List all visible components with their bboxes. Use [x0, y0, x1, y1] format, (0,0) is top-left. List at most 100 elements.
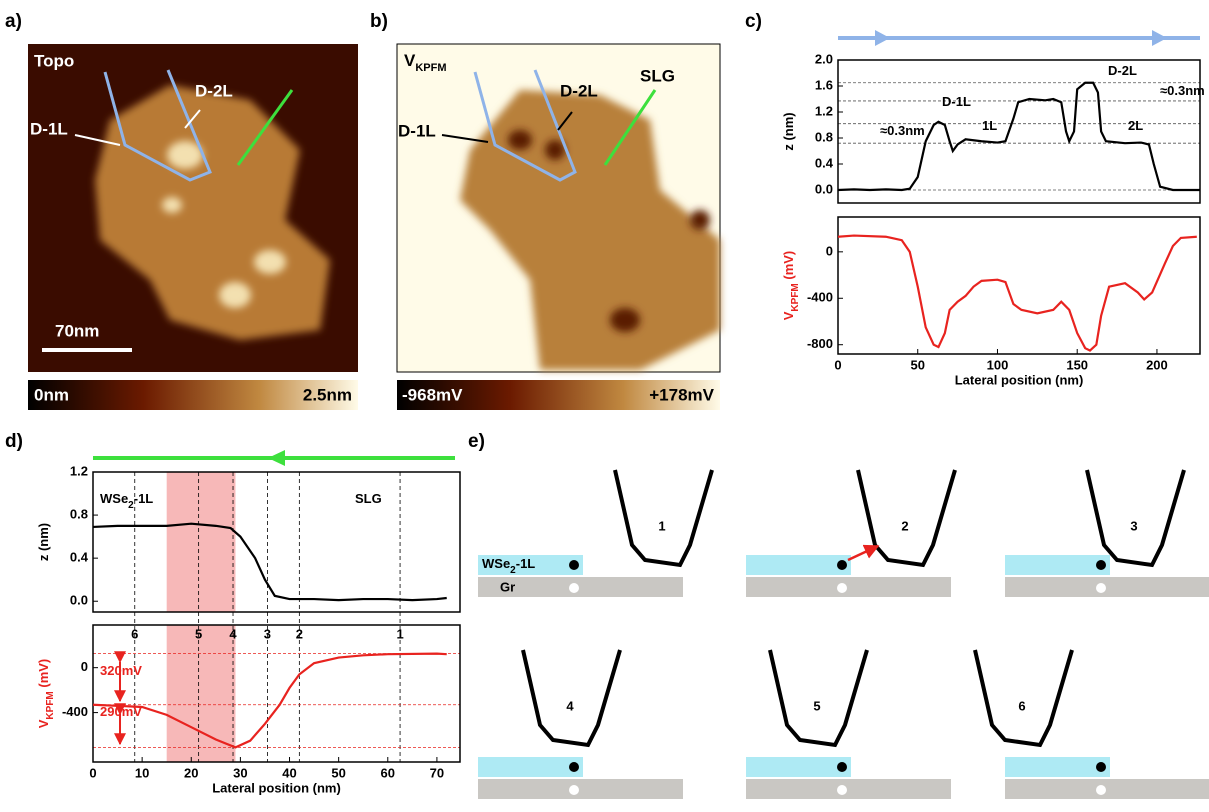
- x-tick-label: 0: [89, 765, 96, 780]
- y-axis-label: VKPFM (mV): [36, 659, 56, 729]
- panel-label: c): [745, 11, 762, 32]
- x-axis-label: Lateral position (nm): [212, 780, 341, 795]
- position-label: 2: [296, 626, 303, 641]
- y-tick-label: 0.4: [815, 155, 834, 170]
- annotation: WSe2-1L: [100, 491, 153, 511]
- position-label: 1: [396, 626, 403, 641]
- wse2-layer: [746, 757, 851, 777]
- step-label: 3: [1130, 518, 1137, 533]
- text-part: -1L: [134, 491, 154, 506]
- annotation: D-2L: [560, 81, 598, 100]
- y-tick-label: 1.2: [70, 463, 88, 478]
- x-tick-label: 20: [184, 765, 198, 780]
- annotation: D-1L: [398, 121, 436, 140]
- text-part: -1L: [516, 556, 536, 571]
- text-part: 290mV: [100, 704, 142, 719]
- x-tick-label: 150: [1066, 357, 1088, 372]
- highlight-band: [167, 625, 236, 762]
- text-part: WSe: [482, 556, 510, 571]
- charge-dot: [569, 762, 579, 772]
- step-label: 5: [813, 698, 820, 713]
- text-part: KPFM: [415, 62, 446, 74]
- x-tick-label: 50: [331, 765, 345, 780]
- image-charge: [1096, 785, 1106, 795]
- position-label: 6: [131, 626, 138, 641]
- y-axis-label: z (nm): [781, 112, 796, 150]
- text-part: z (nm): [781, 112, 796, 150]
- image-charge: [569, 583, 579, 593]
- text-part: ≈0.3nm: [1160, 83, 1205, 98]
- colorbar-min: -968mV: [402, 385, 463, 404]
- annotation: 320mV: [100, 663, 142, 678]
- panel-label: d): [5, 431, 23, 452]
- charge-dot: [1096, 762, 1106, 772]
- image-charge: [1096, 583, 1106, 593]
- text-part: SLG: [355, 491, 382, 506]
- text-part: D-2L: [1108, 63, 1137, 78]
- graphene-layer: [1005, 779, 1209, 799]
- data-line: [93, 654, 447, 748]
- y-axis-label: z (nm): [36, 523, 51, 561]
- step-label: 1: [658, 518, 665, 533]
- panel-label: b): [370, 11, 388, 32]
- step-label: 4: [566, 698, 574, 713]
- text-part: KPFM: [45, 691, 56, 719]
- y-tick-label: 0.0: [70, 593, 88, 608]
- annotation: 290mV: [100, 704, 142, 719]
- arrow-head: [268, 450, 285, 466]
- layer-label: Gr: [500, 579, 515, 594]
- charge-dot: [837, 762, 847, 772]
- position-label: 4: [229, 626, 237, 641]
- position-label: 5: [195, 626, 202, 641]
- y-tick-label: 0: [81, 659, 88, 674]
- x-tick-label: 70: [430, 765, 444, 780]
- y-tick-label: -400: [62, 704, 88, 719]
- text-part: ≈0.3nm: [880, 123, 925, 138]
- text-part: 2L: [1128, 118, 1143, 133]
- annotation: 1L: [982, 118, 997, 133]
- image-charge: [569, 785, 579, 795]
- text-part: V: [36, 719, 51, 728]
- charge-dot: [1096, 560, 1106, 570]
- text-part: 1L: [982, 118, 997, 133]
- colorbar-max: 2.5nm: [303, 385, 352, 404]
- y-tick-label: 1.6: [815, 77, 833, 92]
- image-charge: [837, 785, 847, 795]
- graphene-layer: [1005, 577, 1209, 597]
- wse2-layer: [746, 555, 851, 575]
- charge-dot: [569, 560, 579, 570]
- y-axis-label: VKPFM (mV): [781, 251, 801, 321]
- x-tick-label: 50: [911, 357, 925, 372]
- colorbar-max: +178mV: [649, 385, 714, 404]
- figure: a) Topo D-1L D-2L 70nm 0nm 2.5nm b) VKPF…: [0, 0, 1209, 812]
- graphene-layer: [746, 779, 951, 799]
- charge-dot: [837, 560, 847, 570]
- position-label: 3: [264, 626, 271, 641]
- wse2-layer: [478, 757, 583, 777]
- text-part: D-1L: [942, 94, 971, 109]
- text-part: (mV): [36, 659, 51, 692]
- text-part: 320mV: [100, 663, 142, 678]
- annotation: D-1L: [30, 119, 68, 138]
- annotation: 2L: [1128, 118, 1143, 133]
- wse2-layer: [1005, 757, 1110, 777]
- x-tick-label: 200: [1146, 357, 1168, 372]
- force-arrow: [848, 546, 878, 560]
- y-tick-label: 0.4: [70, 550, 89, 565]
- kpfm-image: [397, 44, 720, 410]
- wse2-layer: [1005, 555, 1110, 575]
- y-tick-label: -400: [807, 290, 833, 305]
- x-axis-label: Lateral position (nm): [955, 372, 1084, 387]
- x-tick-label: 10: [135, 765, 149, 780]
- annotation: D-2L: [1108, 63, 1137, 78]
- panel-label: e): [468, 431, 485, 452]
- text-part: V: [404, 51, 416, 70]
- annotation: SLG: [355, 491, 382, 506]
- annotation: D-1L: [942, 94, 971, 109]
- text-part: z (nm): [36, 523, 51, 561]
- annotation: SLG: [640, 66, 675, 85]
- y-tick-label: 0: [826, 243, 833, 258]
- step-label: 6: [1018, 698, 1025, 713]
- x-tick-label: 0: [834, 357, 841, 372]
- y-tick-label: -800: [807, 336, 833, 351]
